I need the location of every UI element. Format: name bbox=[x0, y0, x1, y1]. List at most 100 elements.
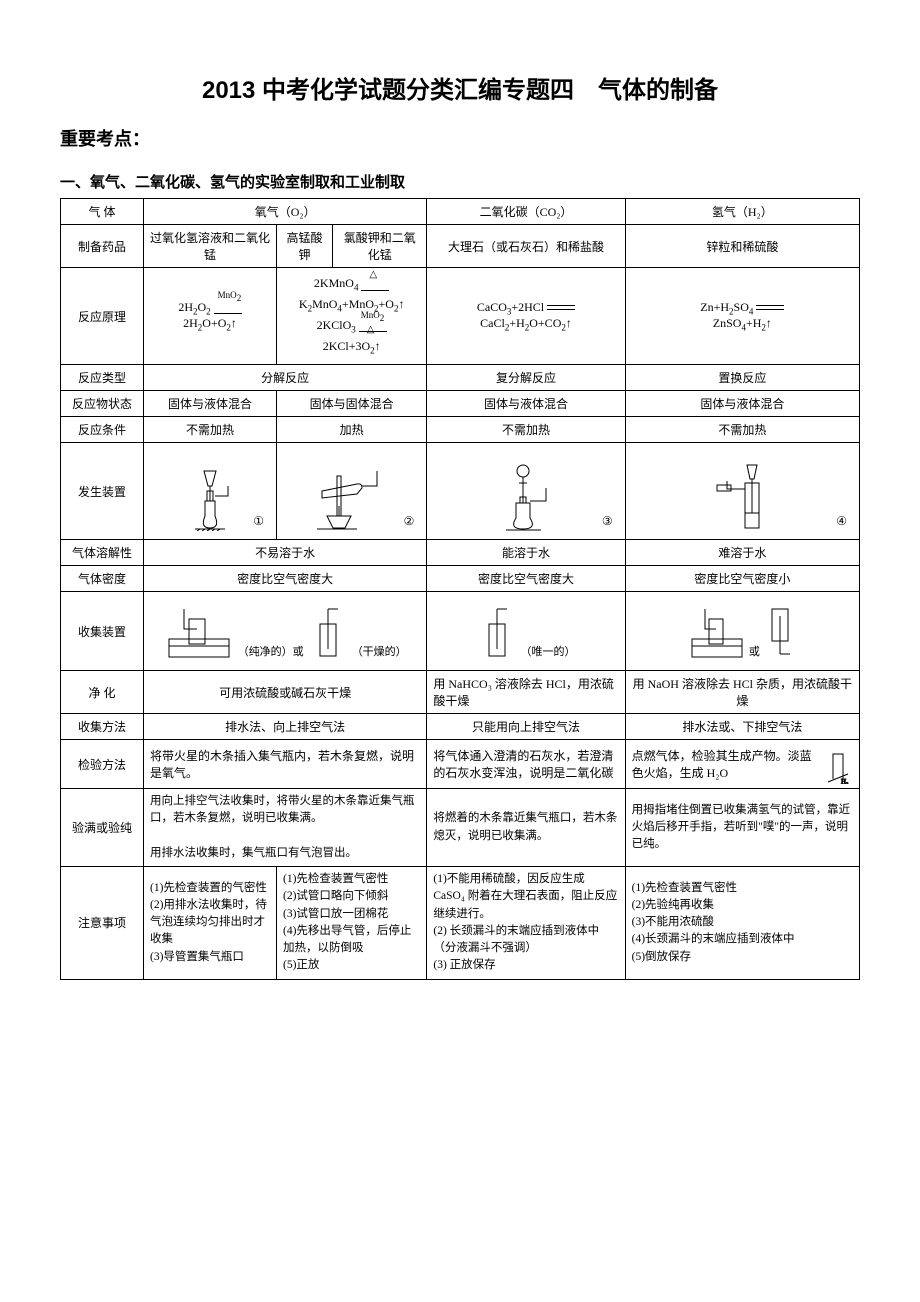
downward-air-icon bbox=[762, 604, 798, 659]
method-co2: 只能用向上排空气法 bbox=[427, 714, 625, 740]
sol-co2: 能溶于水 bbox=[427, 540, 625, 566]
label-solubility: 气体溶解性 bbox=[61, 540, 144, 566]
state-h2: 固体与液体混合 bbox=[625, 391, 859, 417]
method-h2: 排水法或、下排空气法 bbox=[625, 714, 859, 740]
label-rxn-type: 反应类型 bbox=[61, 365, 144, 391]
section-sub: 一、氧气、二氧化碳、氢气的实验室制取和工业制取 bbox=[60, 171, 860, 192]
prep-o2c: 氯酸钾和二氧化锰 bbox=[333, 225, 427, 268]
state-o2bc: 固体与固体混合 bbox=[277, 391, 427, 417]
row-test-method: 检验方法 将带火星的木条插入集气瓶内，若木条复燃，说明是氧气。 将气体通入澄清的… bbox=[61, 740, 860, 789]
label-rxn-cond: 反应条件 bbox=[61, 417, 144, 443]
flame-tube-icon: H₂ bbox=[823, 744, 853, 784]
collect-o2-note2: （干燥的） bbox=[352, 643, 407, 659]
row-collect-method: 收集方法 排水法、向上排空气法 只能用向上排空气法 排水法或、下排空气法 bbox=[61, 714, 860, 740]
prep-co2: 大理石（或石灰石）和稀盐酸 bbox=[427, 225, 625, 268]
label-purify: 净 化 bbox=[61, 671, 144, 714]
prep-o2a: 过氧化氢溶液和二氧化锰 bbox=[144, 225, 277, 268]
test-h2-text: 点燃气体，检验其生成产物。淡蓝色火焰，生成 H₂O bbox=[632, 747, 823, 781]
den-co2: 密度比空气密度大 bbox=[427, 566, 625, 592]
gen-device-2: ② bbox=[277, 443, 427, 540]
den-o2: 密度比空气密度大 bbox=[144, 566, 427, 592]
gas-prep-table: 气 体 氧气（O₂） 二氧化碳（CO₂） 氢气（H₂） 制备药品 过氧化氢溶液和… bbox=[60, 198, 860, 980]
method-o2: 排水法、向上排空气法 bbox=[144, 714, 427, 740]
row-purify: 净 化 可用浓硫酸或碱石灰干燥 用 NaHCO₃ 溶液除去 HCl，用浓硫酸干燥… bbox=[61, 671, 860, 714]
rxntype-co2: 复分解反应 bbox=[427, 365, 625, 391]
device-label-1: ① bbox=[253, 514, 264, 529]
rxntype-h2: 置换反应 bbox=[625, 365, 859, 391]
state-o2a: 固体与液体混合 bbox=[144, 391, 277, 417]
kipp-like-icon bbox=[707, 453, 777, 531]
collect-o2-note1: （纯净的）或 bbox=[238, 643, 304, 659]
test-co2: 将气体通入澄清的石灰水，若澄清的石灰水变浑浊，说明是二氧化碳 bbox=[427, 740, 625, 789]
row-density: 气体密度 密度比空气密度大 密度比空气密度大 密度比空气密度小 bbox=[61, 566, 860, 592]
row-reactant-state: 反应物状态 固体与液体混合 固体与固体混合 固体与液体混合 固体与液体混合 bbox=[61, 391, 860, 417]
rxntype-o2: 分解反应 bbox=[144, 365, 427, 391]
prep-h2: 锌粒和稀硫酸 bbox=[625, 225, 859, 268]
purify-h2: 用 NaOH 溶液除去 HCl 杂质，用浓硫酸干燥 bbox=[625, 671, 859, 714]
cond-o2a: 不需加热 bbox=[144, 417, 277, 443]
cond-co2: 不需加热 bbox=[427, 417, 625, 443]
row-rxn-type: 反应类型 分解反应 复分解反应 置换反应 bbox=[61, 365, 860, 391]
row-gen-device: 发生装置 ① bbox=[61, 443, 860, 540]
label-gen-device: 发生装置 bbox=[61, 443, 144, 540]
state-co2: 固体与液体混合 bbox=[427, 391, 625, 417]
row-solubility: 气体溶解性 不易溶于水 能溶于水 难溶于水 bbox=[61, 540, 860, 566]
flask-sepfunnel-icon bbox=[491, 453, 561, 531]
label-collect-method: 收集方法 bbox=[61, 714, 144, 740]
gen-device-4: ④ bbox=[625, 443, 859, 540]
collect-o2: （纯净的）或 （干燥的） bbox=[144, 592, 427, 671]
label-principle: 反应原理 bbox=[61, 268, 144, 365]
sol-o2: 不易溶于水 bbox=[144, 540, 427, 566]
row-verify-full: 验满或验纯 用向上排空气法收集时，将带火星的木条靠近集气瓶口，若木条复燃，说明已… bbox=[61, 789, 860, 867]
principle-co2: CaCO3+2HCl CaCl2+H2O+CO2↑ bbox=[427, 268, 625, 365]
notes-o2a: (1)先检查装置的气密性 (2)用排水法收集时，待气泡连续均匀排出时才收集 (3… bbox=[144, 867, 277, 980]
notes-o2bc: (1)先检查装置气密性 (2)试管口略向下倾斜 (3)试管口放一团棉花 (4)先… bbox=[277, 867, 427, 980]
water-displacement-icon bbox=[164, 604, 234, 659]
label-notes: 注意事项 bbox=[61, 867, 144, 980]
label-collect-device: 收集装置 bbox=[61, 592, 144, 671]
principle-o2bc: 2KMnO4 △ K2MnO4+MnO2+O2↑ 2KClO3 MnO2△ 2K… bbox=[277, 268, 427, 365]
label-reactant-state: 反应物状态 bbox=[61, 391, 144, 417]
collect-h2-note: 或 bbox=[749, 643, 760, 659]
collect-h2: 或 bbox=[625, 592, 859, 671]
collect-co2-note: （唯一的） bbox=[521, 643, 576, 659]
purify-co2: 用 NaHCO₃ 溶液除去 HCl，用浓硫酸干燥 bbox=[427, 671, 625, 714]
device-label-2: ② bbox=[404, 514, 415, 529]
den-h2: 密度比空气密度小 bbox=[625, 566, 859, 592]
notes-co2: (1)不能用稀硫酸，因反应生成 CaSO₄ 附着在大理石表面，阻止反应继续进行。… bbox=[427, 867, 625, 980]
header-o2: 氧气（O₂） bbox=[144, 199, 427, 225]
flask-funnel-icon bbox=[180, 456, 240, 531]
header-gas: 气 体 bbox=[61, 199, 144, 225]
page-title: 2013 中考化学试题分类汇编专题四 气体的制备 bbox=[60, 70, 860, 105]
row-prep-chem: 制备药品 过氧化氢溶液和二氧化锰 高锰酸钾 氯酸钾和二氧化锰 大理石（或石灰石）… bbox=[61, 225, 860, 268]
verify-co2: 将燃着的木条靠近集气瓶口，若木条熄灭，说明已收集满。 bbox=[427, 789, 625, 867]
header-h2: 氢气（H₂） bbox=[625, 199, 859, 225]
principle-o2a: 2H2O2 MnO22H2O+O2↑ bbox=[144, 268, 277, 365]
section-title: 重要考点： bbox=[60, 125, 860, 151]
cond-o2bc: 加热 bbox=[277, 417, 427, 443]
row-principle: 反应原理 2H2O2 MnO22H2O+O2↑ 2KMnO4 △ K2MnO4+… bbox=[61, 268, 860, 365]
verify-h2: 用拇指堵住倒置已收集满氢气的试管，靠近火焰后移开手指，若听到"噗"的一声，说明已… bbox=[625, 789, 859, 867]
principle-h2: Zn+H2SO4 ZnSO4+H2↑ bbox=[625, 268, 859, 365]
table-header-row: 气 体 氧气（O₂） 二氧化碳（CO₂） 氢气（H₂） bbox=[61, 199, 860, 225]
svg-text:H₂: H₂ bbox=[841, 778, 849, 784]
water-displacement-icon bbox=[687, 604, 747, 659]
cond-h2: 不需加热 bbox=[625, 417, 859, 443]
row-rxn-cond: 反应条件 不需加热 加热 不需加热 不需加热 bbox=[61, 417, 860, 443]
header-co2: 二氧化碳（CO₂） bbox=[427, 199, 625, 225]
test-h2: 点燃气体，检验其生成产物。淡蓝色火焰，生成 H₂O H₂ bbox=[625, 740, 859, 789]
gen-device-3: ③ bbox=[427, 443, 625, 540]
upward-air-icon bbox=[308, 604, 348, 659]
test-o2: 将带火星的木条插入集气瓶内，若木条复燃，说明是氧气。 bbox=[144, 740, 427, 789]
device-label-4: ④ bbox=[836, 514, 847, 529]
verify-o2: 用向上排空气法收集时，将带火星的木条靠近集气瓶口，若木条复燃，说明已收集满。 用… bbox=[144, 789, 427, 867]
row-notes: 注意事项 (1)先检查装置的气密性 (2)用排水法收集时，待气泡连续均匀排出时才… bbox=[61, 867, 860, 980]
row-collect-device: 收集装置 （纯净的）或 （干燥的） （唯一的） 或 bbox=[61, 592, 860, 671]
label-verify-full: 验满或验纯 bbox=[61, 789, 144, 867]
notes-h2: (1)先检查装置气密性 (2)先验纯再收集 (3)不能用浓硫酸 (4)长颈漏斗的… bbox=[625, 867, 859, 980]
gen-device-1: ① bbox=[144, 443, 277, 540]
prep-o2b: 高锰酸钾 bbox=[277, 225, 333, 268]
testtube-heat-icon bbox=[307, 456, 397, 531]
label-density: 气体密度 bbox=[61, 566, 144, 592]
label-test-method: 检验方法 bbox=[61, 740, 144, 789]
